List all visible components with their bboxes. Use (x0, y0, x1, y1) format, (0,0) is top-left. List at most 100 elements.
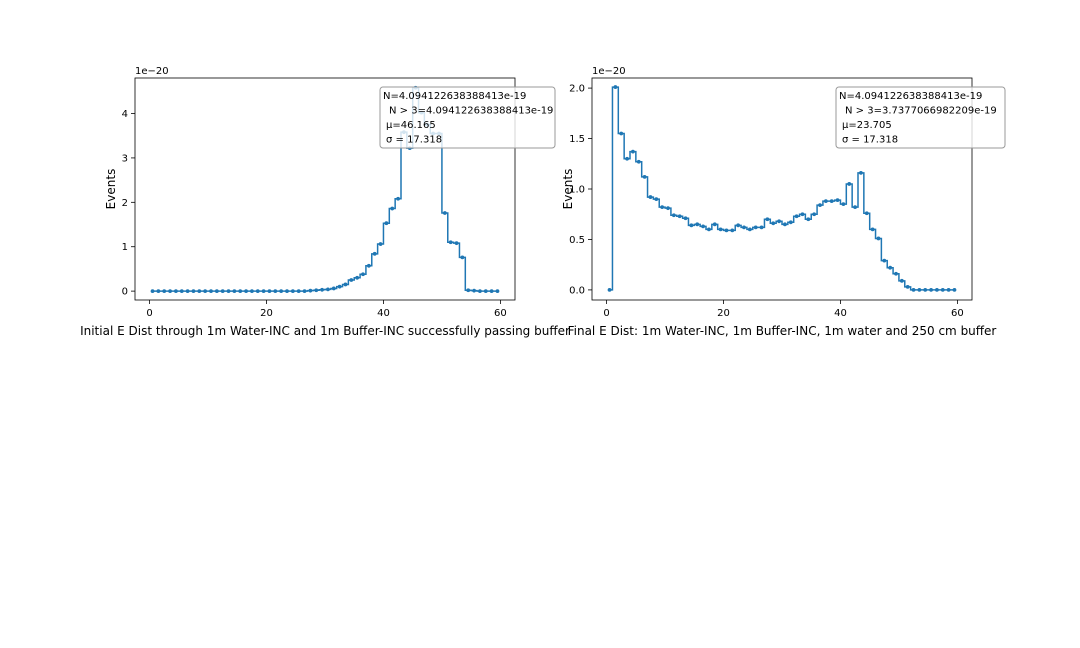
data-point (162, 289, 167, 294)
data-point (285, 289, 289, 294)
data-point (747, 227, 752, 232)
data-point (191, 289, 196, 294)
data-point (859, 170, 863, 175)
axis-offset-text: 1e−20 (592, 66, 626, 77)
data-point (384, 221, 389, 226)
data-point (935, 288, 939, 292)
data-point (331, 286, 336, 291)
data-point (179, 289, 184, 294)
legend-line: μ=46.165 (386, 120, 436, 131)
data-point (372, 251, 377, 256)
data-point (929, 288, 933, 292)
data-point (454, 241, 459, 246)
data-point (806, 217, 811, 222)
data-point (730, 228, 735, 233)
y-tick-label: 0 (122, 287, 128, 298)
legend-line: μ=23.705 (842, 120, 892, 131)
x-tick-label: 0 (146, 308, 152, 319)
data-point (829, 199, 834, 204)
data-point (214, 289, 219, 294)
data-point (683, 216, 688, 221)
data-point (812, 212, 817, 217)
data-point (701, 224, 705, 229)
data-point (308, 288, 313, 293)
data-point (250, 289, 254, 294)
data-point (209, 289, 213, 294)
data-point (185, 289, 190, 294)
data-point (390, 206, 395, 211)
y-tick-label: 1 (122, 242, 128, 253)
data-point (472, 288, 476, 293)
data-point (917, 288, 922, 292)
data-point (800, 212, 805, 217)
y-tick-label: 2.0 (569, 84, 585, 95)
data-point (636, 159, 641, 164)
data-point (718, 227, 723, 232)
chart-1: 0 20 40 60 0 1 2 3 4 1e−20 Events Initial E Dist th… (80, 66, 570, 338)
y-tick-label: 0.5 (569, 235, 585, 246)
data-point (765, 217, 770, 222)
data-point (923, 288, 928, 292)
data-point (478, 289, 482, 294)
data-point (870, 227, 875, 232)
data-point (631, 149, 635, 154)
x-tick-label: 20 (717, 308, 730, 319)
data-point (156, 289, 161, 294)
data-point (742, 225, 746, 230)
y-axis-label: Events (104, 169, 118, 210)
data-point (671, 213, 676, 218)
stats-legend: N=4.094122638388413e-19 N > 3=3.737706698… (835, 86, 1006, 149)
data-point (952, 288, 957, 292)
data-point (232, 289, 237, 294)
data-point (911, 288, 916, 292)
legend-frame (835, 86, 1006, 149)
x-tick-label: 60 (494, 308, 507, 319)
axis-offset-text: 1e−20 (135, 66, 169, 77)
legend-line: σ = 17.318 (842, 135, 898, 146)
data-point (853, 205, 857, 210)
data-point (712, 222, 717, 227)
data-point (707, 227, 711, 232)
legend-line: N=4.094122638388413e-19 (839, 91, 982, 102)
data-point (255, 289, 260, 294)
data-point (695, 222, 700, 227)
data-point (349, 278, 354, 282)
data-point (483, 289, 488, 294)
data-point (296, 289, 301, 294)
data-point (736, 223, 741, 228)
data-point (905, 284, 910, 289)
data-point (689, 223, 694, 228)
legend-line: N > 3=4.094122638388413e-19 (389, 106, 553, 117)
data-point (666, 206, 670, 211)
data-point (489, 289, 494, 294)
x-tick-label: 40 (377, 308, 390, 319)
x-tick-label: 40 (834, 308, 847, 319)
data-point (226, 289, 231, 294)
data-point (203, 289, 208, 294)
data-point (788, 220, 793, 225)
data-point (279, 289, 284, 294)
data-point (619, 131, 624, 136)
data-point (876, 236, 881, 241)
x-axis-label: Initial E Dist through 1m Water-INC and … (80, 324, 570, 338)
legend-line: N=4.094122638388413e-19 (383, 91, 526, 102)
data-point (302, 289, 307, 294)
data-point (642, 174, 647, 179)
data-point (888, 265, 893, 270)
data-point (174, 289, 178, 294)
x-axis-label: Final E Dist: 1m Water-INC, 1m Buffer-IN… (568, 324, 997, 338)
data-point (273, 289, 278, 294)
legend-frame (379, 86, 556, 149)
data-point (197, 289, 202, 294)
data-point (864, 211, 869, 216)
data-point (448, 240, 453, 245)
data-point (724, 228, 729, 233)
data-point (771, 221, 776, 226)
chart-2: 0 20 40 60 0.0 0.5 1.0 1.5 2.0 1e−20 Events Final E… (561, 66, 1006, 338)
data-point (835, 198, 840, 203)
data-point (150, 289, 155, 294)
data-point (753, 225, 758, 230)
data-point (894, 271, 898, 276)
y-axis-label: Events (561, 169, 575, 210)
